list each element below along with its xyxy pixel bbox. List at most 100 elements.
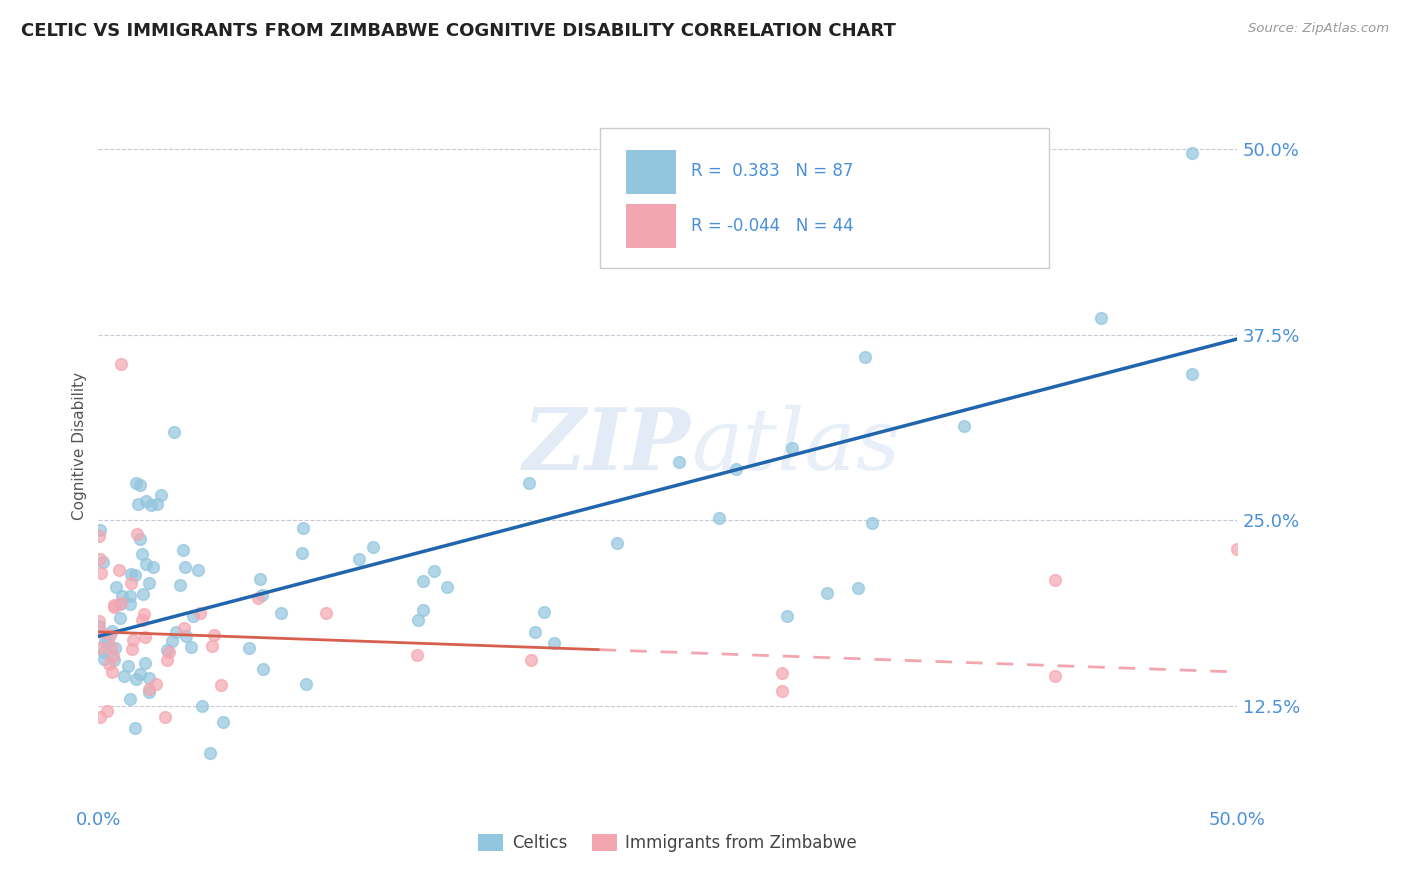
Point [211, 714, 233, 729]
Point [173, 621, 195, 635]
Point [135, 557, 157, 571]
Point [117, 659, 139, 673]
Point [124, 567, 146, 582]
Point [89, 641, 111, 656]
Point [128, 478, 150, 492]
Point [138, 671, 160, 685]
Point [118, 589, 141, 603]
Point [1181, 367, 1204, 381]
Point [125, 673, 148, 687]
Point [180, 640, 202, 655]
Point [98, 628, 121, 642]
Text: R = -0.044   N = 44: R = -0.044 N = 44 [690, 218, 853, 235]
Point [100, 665, 122, 679]
Point [249, 572, 271, 586]
Point [436, 580, 458, 594]
Point [520, 653, 543, 667]
Point [160, 633, 183, 648]
Point [87, 528, 110, 542]
Point [110, 610, 132, 624]
Point [1043, 574, 1066, 588]
Point [132, 587, 155, 601]
Point [122, 633, 145, 648]
Point [533, 605, 555, 619]
Point [134, 630, 156, 644]
Point [406, 648, 429, 663]
Point [209, 678, 232, 692]
Point [423, 564, 446, 578]
Point [252, 587, 274, 601]
Point [125, 476, 148, 491]
Point [91, 555, 114, 569]
Point [347, 552, 370, 566]
Point [815, 585, 838, 599]
Point [606, 536, 628, 550]
Point [108, 563, 131, 577]
Text: R =  0.383   N = 87: R = 0.383 N = 87 [690, 162, 853, 180]
Point [103, 653, 125, 667]
Point [97, 632, 120, 647]
Point [725, 461, 748, 475]
Point [89, 552, 111, 566]
Point [118, 597, 141, 611]
Point [89, 523, 111, 537]
Point [141, 498, 163, 512]
Point [172, 543, 194, 558]
Point [188, 606, 211, 620]
Text: CELTIC VS IMMIGRANTS FROM ZIMBABWE COGNITIVE DISABILITY CORRELATION CHART: CELTIC VS IMMIGRANTS FROM ZIMBABWE COGNI… [21, 22, 896, 40]
Point [156, 653, 179, 667]
Point [120, 567, 142, 582]
Point [103, 599, 125, 614]
Point [846, 581, 869, 595]
Point [853, 351, 876, 365]
Text: Source: ZipAtlas.com: Source: ZipAtlas.com [1249, 22, 1389, 36]
Point [127, 497, 149, 511]
Point [111, 589, 134, 603]
Point [150, 488, 173, 502]
Point [100, 640, 122, 654]
Point [770, 684, 793, 698]
Point [93, 645, 115, 659]
Point [156, 643, 179, 657]
Point [181, 609, 204, 624]
Point [246, 591, 269, 605]
Point [90, 625, 112, 640]
Point [412, 602, 434, 616]
Point [953, 419, 976, 434]
Point [108, 597, 131, 611]
Point [87, 614, 110, 628]
Point [120, 691, 142, 706]
Point [97, 657, 120, 672]
Point [138, 682, 160, 697]
Point [131, 547, 153, 561]
Point [191, 698, 214, 713]
Point [87, 618, 110, 632]
Point [142, 559, 165, 574]
Point [202, 628, 225, 642]
Point [709, 510, 731, 524]
Point [780, 441, 803, 455]
Point [238, 640, 260, 655]
Bar [626, 204, 676, 248]
Point [138, 685, 160, 699]
Point [361, 541, 384, 555]
Point [89, 710, 111, 724]
Point [543, 636, 565, 650]
Point [93, 652, 115, 666]
Point [96, 704, 118, 718]
Point [412, 574, 434, 588]
Point [252, 662, 274, 676]
Point [295, 677, 318, 691]
Point [201, 639, 224, 653]
Point [524, 624, 547, 639]
Point [174, 630, 197, 644]
Point [198, 746, 221, 760]
Point [90, 566, 112, 580]
Point [112, 669, 135, 683]
Point [124, 721, 146, 735]
Point [120, 575, 142, 590]
Text: ZIP: ZIP [523, 404, 690, 488]
Point [1226, 542, 1249, 557]
Point [104, 641, 127, 656]
Point [1043, 669, 1066, 683]
